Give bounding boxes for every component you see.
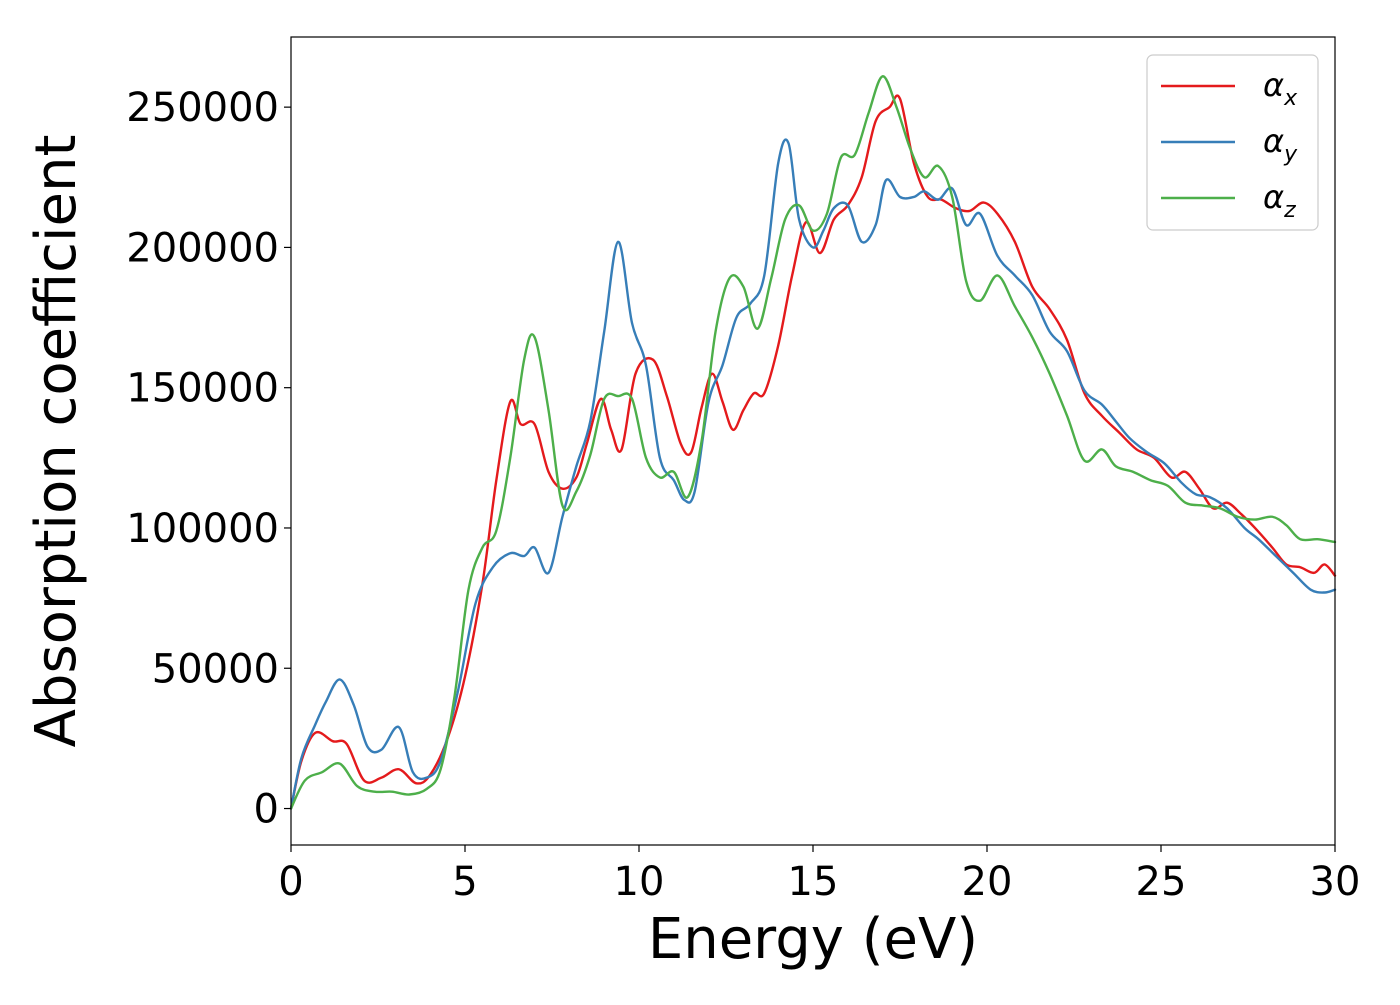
- x-tick-label: 30: [1310, 859, 1361, 905]
- y-tick-label: 200000: [126, 225, 279, 271]
- series-line-z: [289, 75, 1337, 810]
- series-line-x: [289, 94, 1337, 810]
- series-line-y: [289, 138, 1337, 810]
- y-tick-label: 0: [254, 787, 279, 833]
- x-tick-label: 25: [1136, 859, 1187, 905]
- x-tick-label: 15: [788, 859, 839, 905]
- legend-label-y: αy: [1263, 122, 1298, 167]
- y-tick-label: 250000: [126, 85, 279, 131]
- x-tick-label: 20: [962, 859, 1013, 905]
- legend-label-x: αx: [1263, 66, 1298, 111]
- x-axis: 0 5 10 15 20 25 30: [278, 845, 1360, 905]
- y-tick-label: 150000: [126, 366, 279, 412]
- x-tick-label: 10: [614, 859, 665, 905]
- x-axis-title: Energy (eV): [648, 907, 978, 972]
- legend: αx αy αz: [1146, 54, 1319, 231]
- series-layer: [289, 75, 1337, 810]
- x-tick-label: 5: [452, 859, 477, 905]
- y-axis-title: Absorption coefficient: [24, 135, 89, 748]
- legend-label-z: αz: [1263, 178, 1296, 223]
- y-tick-label: 100000: [126, 506, 279, 552]
- y-axis: 0 50000 100000 150000 200000 250000: [126, 85, 291, 833]
- y-tick-label: 50000: [152, 646, 279, 692]
- x-tick-label: 0: [278, 859, 303, 905]
